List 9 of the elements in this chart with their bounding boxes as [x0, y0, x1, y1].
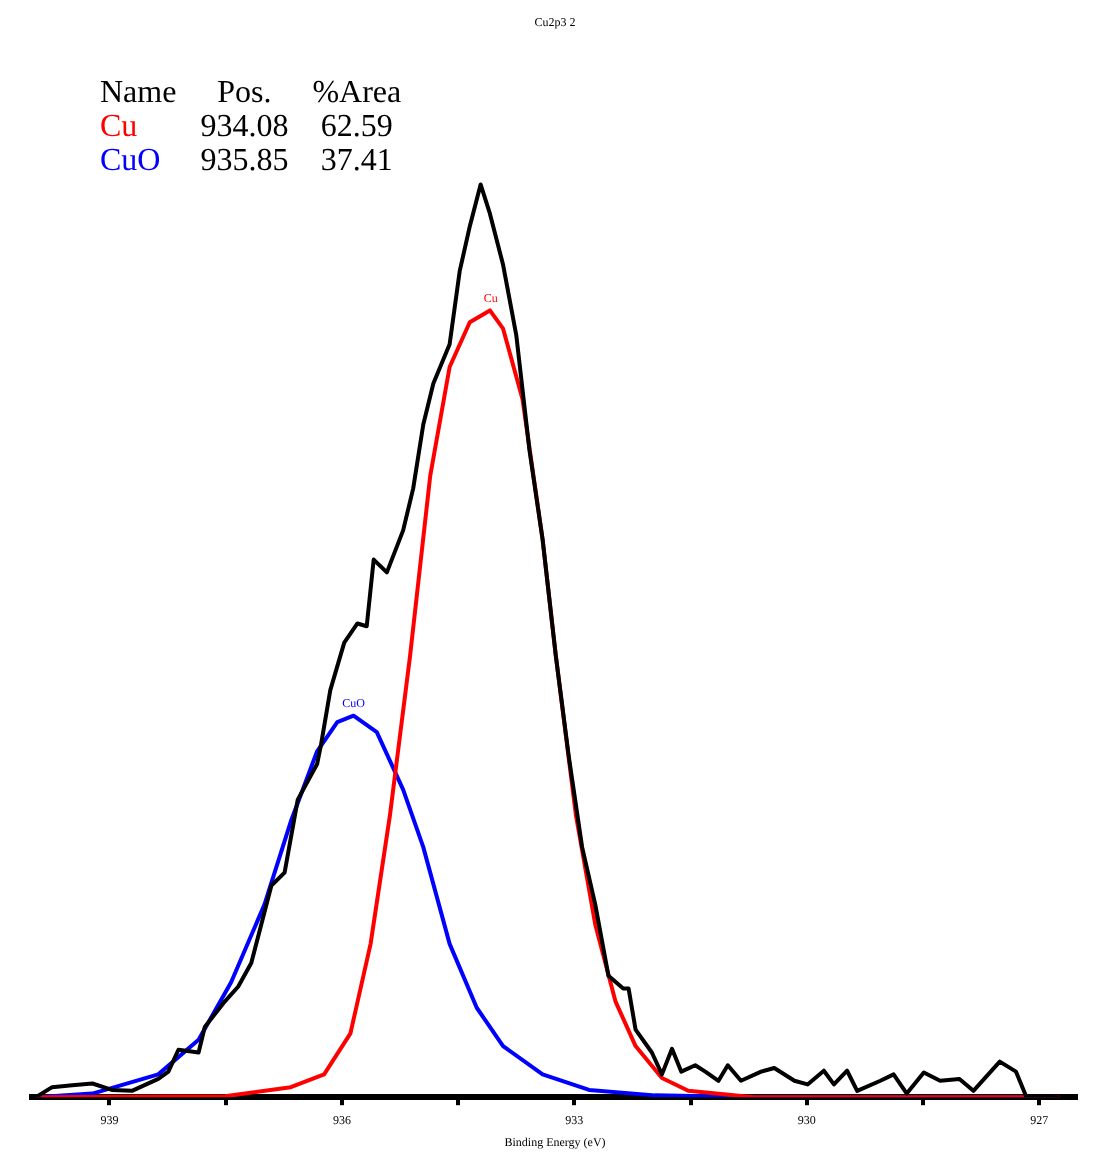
- text: 935.85: [200, 144, 291, 178]
- text: Cu: [100, 110, 140, 144]
- text: Pos.: [215, 76, 274, 110]
- text: Name: [100, 76, 179, 110]
- text: CuO: [100, 144, 163, 178]
- text: 62.59: [318, 110, 395, 144]
- text: 934.08: [200, 110, 291, 144]
- text: 37.41: [318, 144, 395, 178]
- text: %Area: [312, 76, 404, 110]
